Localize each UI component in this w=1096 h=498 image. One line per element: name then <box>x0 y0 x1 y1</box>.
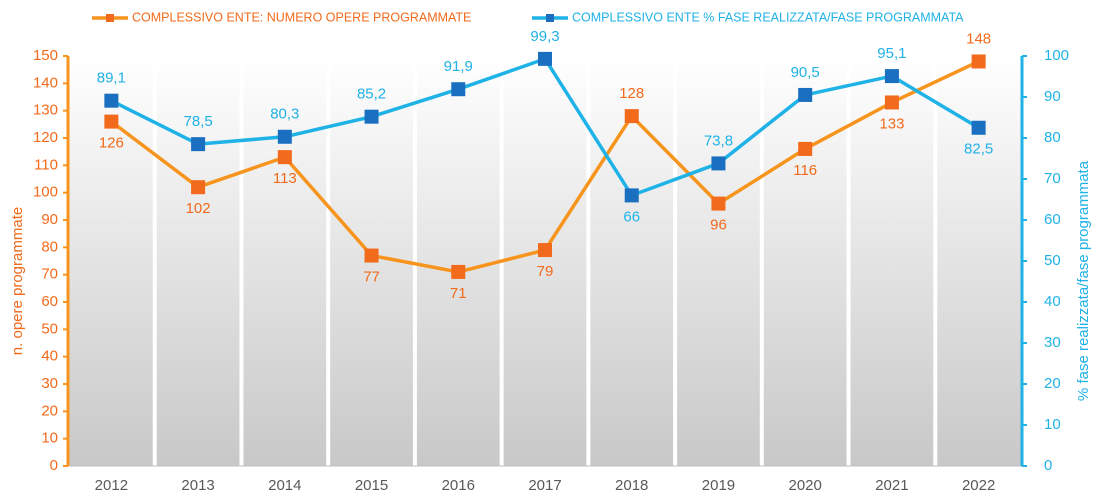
data-label: 78,5 <box>183 113 212 130</box>
data-label: 128 <box>619 85 644 102</box>
y-axis-label: n. opere programmate <box>9 207 26 355</box>
y-tick-label: 50 <box>41 320 58 337</box>
series-marker <box>451 82 466 97</box>
series-marker <box>884 69 899 84</box>
series-marker <box>971 120 986 135</box>
data-label: 71 <box>450 285 467 302</box>
y-tick-label: 140 <box>33 74 58 91</box>
data-label: 73,8 <box>704 132 733 149</box>
y2-tick-label: 10 <box>1044 416 1061 433</box>
y2-tick-label: 80 <box>1044 129 1061 146</box>
y2-tick-label: 50 <box>1044 252 1061 269</box>
y-tick-label: 100 <box>33 184 58 201</box>
data-label: 80,3 <box>270 106 299 123</box>
y2-tick-label: 90 <box>1044 88 1061 105</box>
legend-marker <box>106 14 114 22</box>
y-tick-label: 20 <box>41 402 58 419</box>
data-label: 116 <box>793 162 817 179</box>
series-marker <box>711 196 726 211</box>
x-tick-label: 2020 <box>788 477 821 494</box>
series-marker <box>364 109 379 124</box>
series-marker <box>798 141 813 156</box>
y-tick-label: 130 <box>33 102 58 119</box>
series-marker <box>277 129 292 144</box>
series-marker <box>884 95 899 110</box>
series-marker <box>798 87 813 102</box>
series-marker <box>364 248 379 263</box>
x-tick-label: 2021 <box>875 477 908 494</box>
data-label: 133 <box>879 115 904 132</box>
x-tick-label: 2012 <box>95 477 128 494</box>
y-tick-label: 150 <box>33 47 58 64</box>
data-label: 148 <box>966 30 991 47</box>
data-label: 96 <box>710 217 727 234</box>
data-label: 77 <box>363 269 380 286</box>
y-tick-label: 0 <box>50 457 58 474</box>
data-label: 113 <box>273 170 297 187</box>
y2-tick-label: 20 <box>1044 375 1061 392</box>
y2-tick-label: 40 <box>1044 293 1061 310</box>
y-tick-label: 30 <box>41 375 58 392</box>
series-marker <box>624 109 639 124</box>
series-marker <box>624 188 639 203</box>
legend-label: COMPLESSIVO ENTE: NUMERO OPERE PROGRAMMA… <box>132 10 471 24</box>
series-marker <box>191 180 206 195</box>
data-label: 90,5 <box>791 64 820 81</box>
plot-background <box>68 56 1022 466</box>
series-marker <box>538 243 552 258</box>
legend-label: COMPLESSIVO ENTE % FASE REALIZZATA/FASE … <box>572 10 964 24</box>
y-tick-label: 60 <box>41 293 58 310</box>
x-tick-label: 2018 <box>615 477 648 494</box>
series-marker <box>277 150 292 165</box>
y-tick-label: 70 <box>41 266 58 283</box>
y2-tick-label: 60 <box>1044 211 1061 228</box>
y-tick-label: 120 <box>33 129 58 146</box>
data-label: 82,5 <box>964 141 993 158</box>
x-tick-label: 2017 <box>528 477 561 494</box>
y-tick-label: 40 <box>41 348 58 365</box>
data-label: 99,3 <box>530 28 559 45</box>
data-label: 66 <box>623 208 640 225</box>
y-tick-label: 80 <box>41 238 58 255</box>
series-marker <box>104 114 119 129</box>
y2-axis-label: % fase realizzata/fase programmata <box>1075 160 1092 401</box>
series-marker <box>104 93 119 108</box>
y2-tick-label: 70 <box>1044 170 1061 187</box>
legend-marker <box>546 14 554 22</box>
series-marker <box>451 264 466 279</box>
y-tick-label: 10 <box>41 430 58 447</box>
x-tick-label: 2016 <box>442 477 475 494</box>
data-label: 95,1 <box>877 45 906 62</box>
x-tick-label: 2013 <box>181 477 214 494</box>
series-marker <box>191 137 206 152</box>
series-marker <box>711 156 726 171</box>
data-label: 79 <box>537 263 554 280</box>
y-tick-label: 90 <box>41 211 58 228</box>
x-tick-label: 2022 <box>962 477 995 494</box>
data-label: 102 <box>186 200 211 217</box>
data-label: 89,1 <box>97 70 126 87</box>
data-label: 126 <box>99 135 124 152</box>
data-label: 85,2 <box>357 86 386 103</box>
data-label: 91,9 <box>444 58 473 75</box>
series-marker <box>538 51 552 66</box>
x-tick-label: 2015 <box>355 477 388 494</box>
y-tick-label: 110 <box>34 156 58 173</box>
x-tick-label: 2014 <box>268 477 301 494</box>
y2-tick-label: 0 <box>1044 457 1052 474</box>
x-tick-label: 2019 <box>702 477 735 494</box>
y2-tick-label: 30 <box>1044 334 1061 351</box>
y2-tick-label: 100 <box>1044 47 1069 64</box>
series-marker <box>971 54 986 69</box>
